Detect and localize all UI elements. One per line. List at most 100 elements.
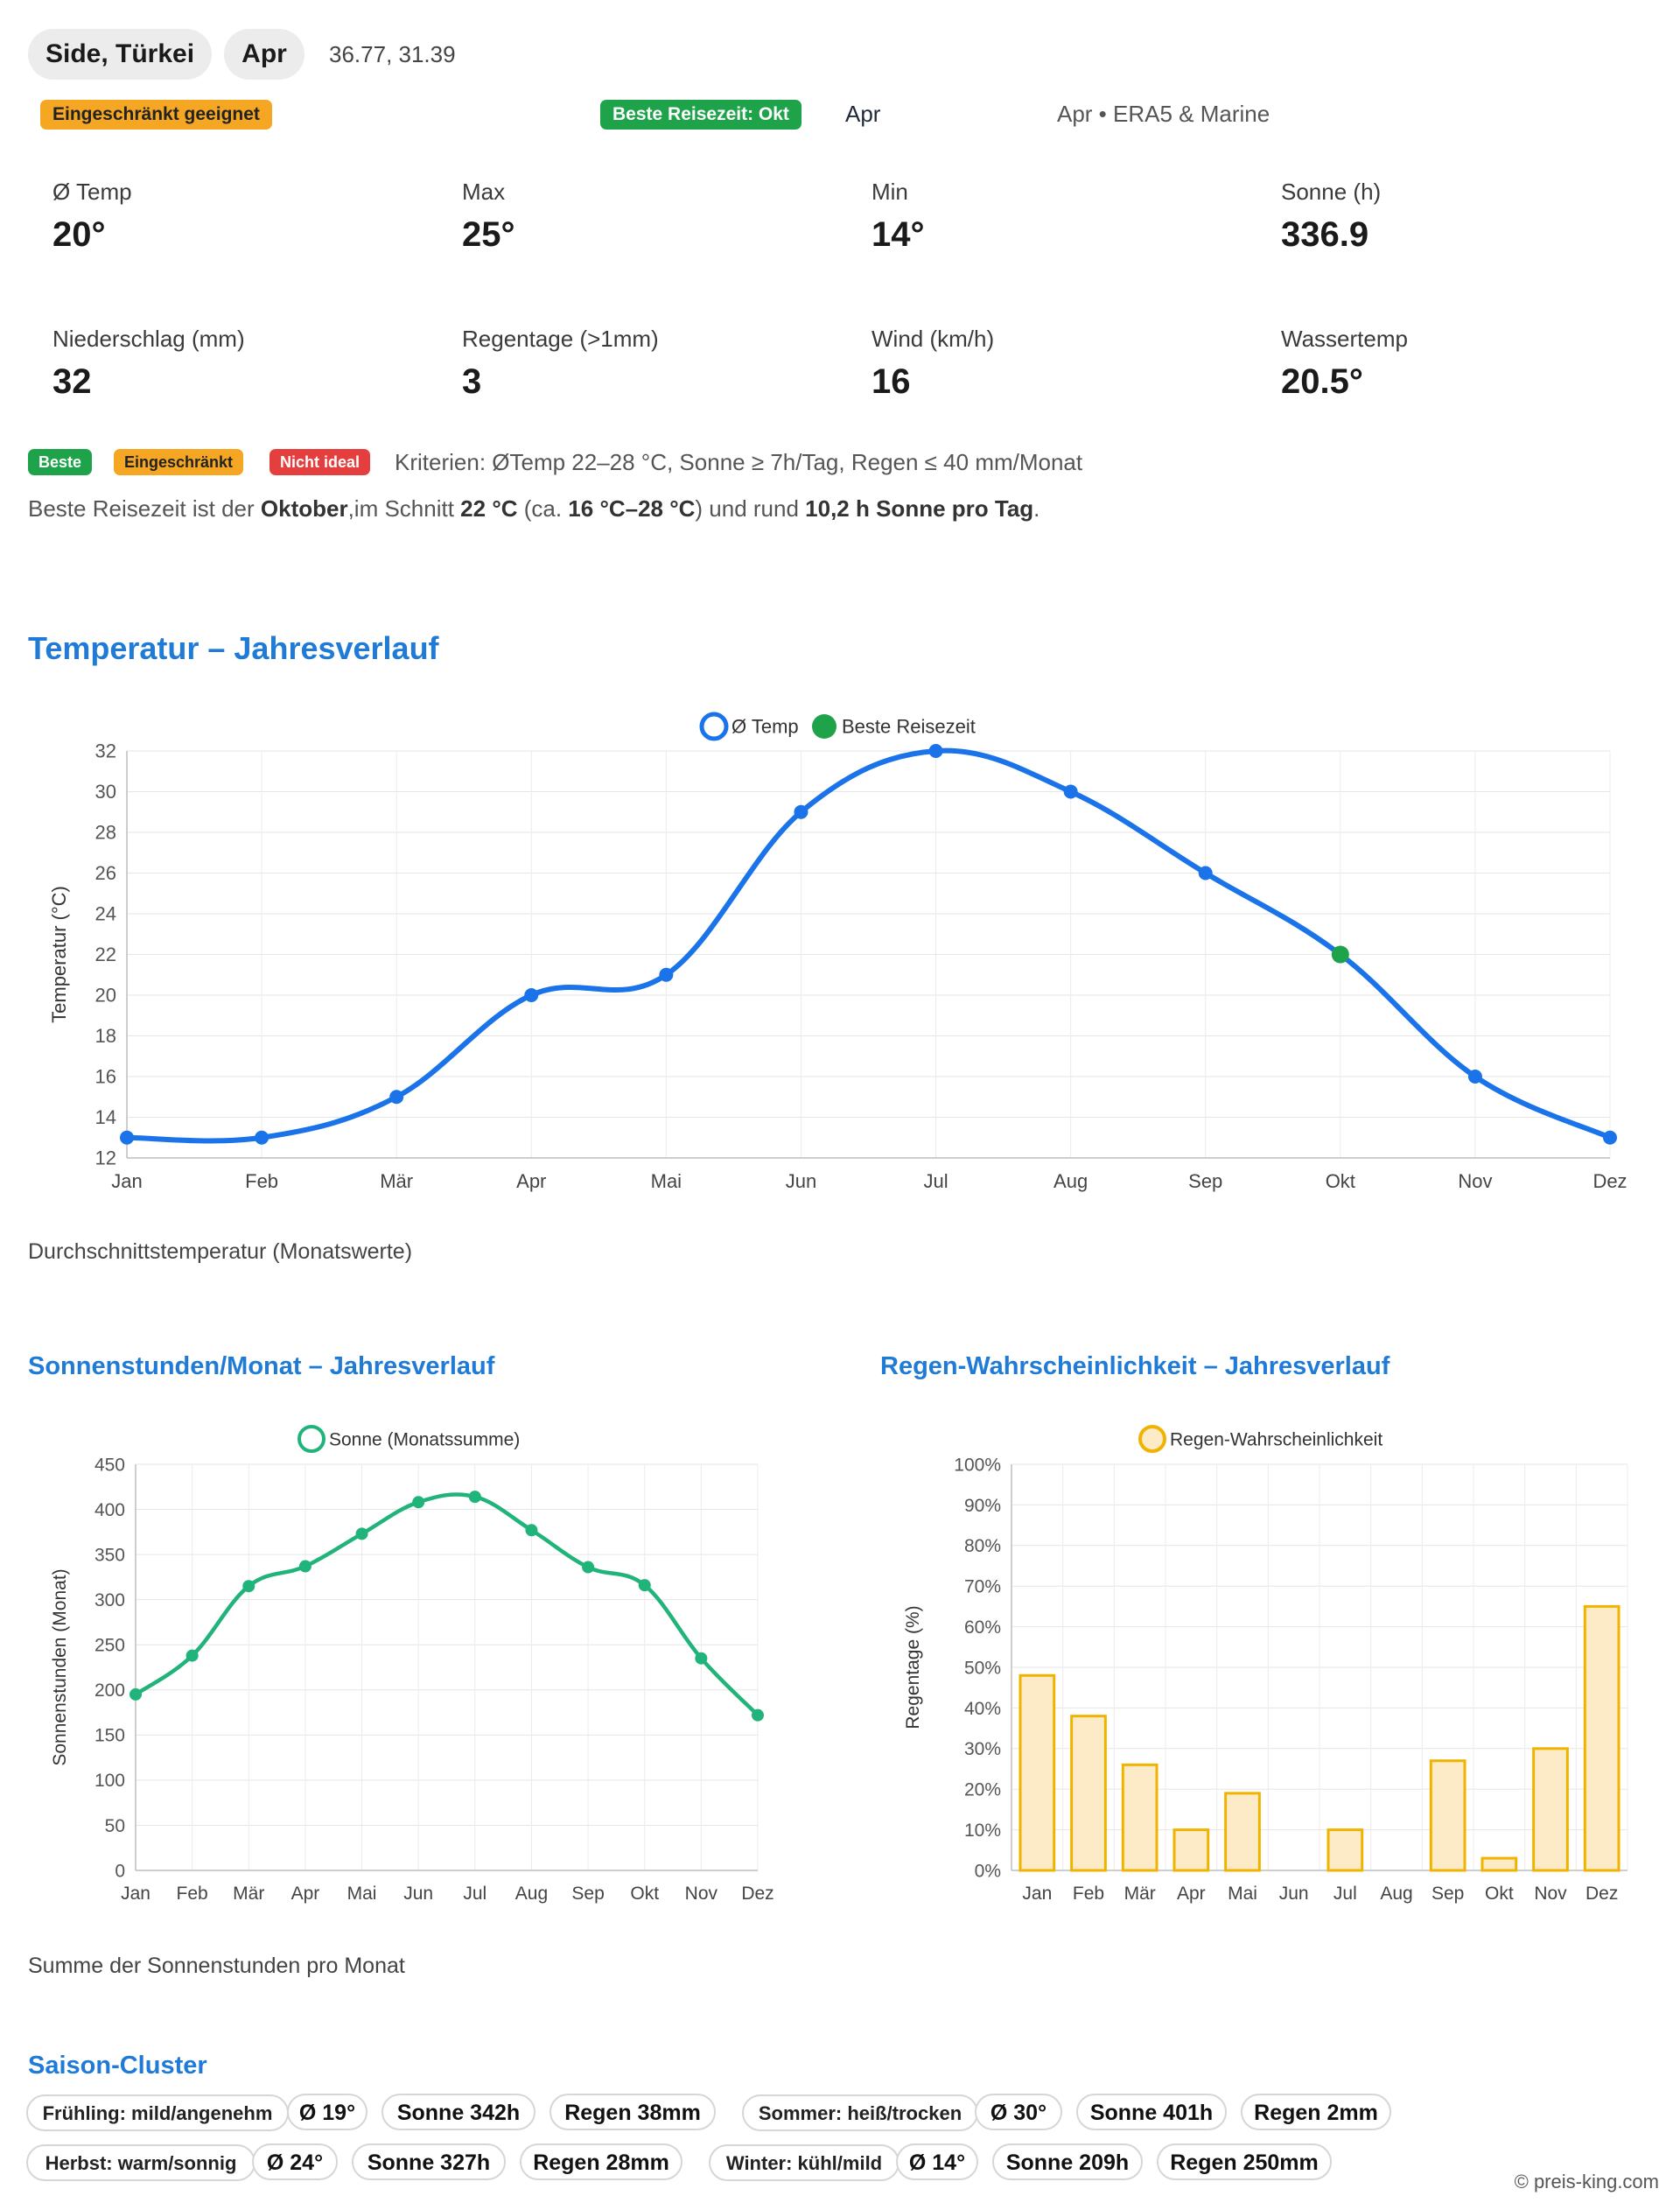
temp-data-point (794, 804, 808, 819)
season-winter-rain: Regen 250mm (1157, 2143, 1332, 2180)
temp-data-point (1063, 784, 1078, 799)
temp-data-point (524, 988, 539, 1002)
season-summer-rain: Regen 2mm (1241, 2094, 1391, 2130)
season-autumn-rain: Regen 28mm (520, 2143, 682, 2180)
location-chip[interactable]: Side, Türkei (28, 29, 212, 80)
stat-value-rain-days: 3 (462, 362, 482, 401)
y-tick-label: 30% (964, 1739, 1001, 1759)
x-tick-label: Aug (1054, 1170, 1088, 1192)
x-tick-label: Jan (111, 1170, 142, 1192)
y-tick-label: 450 (94, 1455, 125, 1475)
temp-data-point (1198, 866, 1213, 880)
criteria-text: Kriterien: ØTemp 22–28 °C, Sonne ≥ 7h/Ta… (395, 449, 1083, 475)
legend-best-badge: Beste (28, 449, 93, 475)
y-tick-label: 200 (94, 1680, 125, 1701)
y-tick-label: 30 (95, 781, 116, 803)
rain-bar (1583, 1604, 1620, 1872)
temp-data-point (1467, 1070, 1482, 1084)
sun-data-point (298, 1560, 312, 1573)
x-tick-label: Aug (1380, 1884, 1412, 1904)
temp-data-point (120, 1130, 134, 1145)
season-winter-sun: Sonne 209h (992, 2143, 1143, 2180)
x-tick-label: Mär (233, 1884, 264, 1904)
x-tick-label: Aug (515, 1884, 548, 1904)
y-axis-label: Temperatur (°C) (48, 886, 70, 1023)
sun-data-point (355, 1527, 368, 1540)
y-tick-label: 250 (94, 1636, 125, 1656)
season-spring-temp: Ø 19° (287, 2094, 368, 2130)
month-chip[interactable]: Apr (224, 29, 304, 80)
summary-part: ) und rund (695, 495, 806, 522)
season-winter-temp: Ø 14° (896, 2143, 978, 2180)
stat-label-wind: Wind (km/h) (872, 326, 995, 352)
sun-series-line (134, 1492, 760, 1717)
season-name-spring: Frühling: mild/angenehm (26, 2094, 289, 2131)
y-tick-label: 100 (94, 1771, 125, 1791)
rain-bar (1480, 1856, 1518, 1872)
x-tick-label: Mai (651, 1170, 682, 1192)
x-tick-label: Nov (1458, 1170, 1492, 1192)
y-tick-label: 0% (975, 1861, 1001, 1881)
sun-data-point (582, 1561, 595, 1574)
stat-label-water-temp: Wassertemp (1281, 326, 1408, 352)
current-month: Apr (845, 101, 881, 127)
rain-bar (1532, 1747, 1569, 1872)
sun-chart-title: Sonnenstunden/Monat – Jahresverlauf (28, 1352, 495, 1380)
legend-best-label: Beste Reisezeit (842, 716, 976, 738)
y-tick-label: 20% (964, 1780, 1001, 1800)
summary-part: Beste Reisezeit ist der (28, 495, 261, 522)
rain-chart: 0% 10% 20% 30% 40% 50% 60% 70% 80% 90% 100% Jan Feb M… (903, 1425, 1628, 1904)
y-tick-label: 80% (964, 1536, 1001, 1556)
y-tick-label: 100% (954, 1455, 1001, 1475)
rain-bar (1121, 1763, 1158, 1872)
x-tick-label: Okt (1485, 1884, 1514, 1904)
sun-data-point (468, 1491, 481, 1504)
x-tick-label: Nov (1534, 1884, 1567, 1904)
best-time-point (1331, 945, 1349, 964)
season-title: Saison-Cluster (28, 2052, 207, 2080)
sun-chart: 0 50 100 150 200 250 300 350 400 450 Jan Feb Mär Apr M… (50, 1425, 774, 1904)
legend-temp-swatch (699, 712, 729, 741)
summary-part: . (1033, 495, 1040, 522)
coordinates: 36.77, 31.39 (329, 41, 456, 67)
summary-part: ,im Schnitt (347, 495, 461, 522)
x-tick-label: Apr (516, 1170, 546, 1192)
y-tick-label: 22 (95, 944, 116, 965)
temp-data-point (389, 1090, 404, 1105)
y-tick-label: 32 (95, 740, 116, 762)
sun-data-point (695, 1652, 708, 1665)
y-tick-label: 50 (105, 1816, 125, 1836)
summary-sun: 10,2 h Sonne pro Tag (805, 495, 1034, 522)
rain-bar (1018, 1673, 1056, 1872)
x-tick-label: Mär (1124, 1884, 1156, 1904)
y-tick-label: 90% (964, 1496, 1001, 1516)
sun-data-point (242, 1580, 256, 1593)
y-tick-label: 12 (95, 1147, 116, 1169)
copyright: © preis-king.com (1514, 2171, 1659, 2192)
x-tick-label: Jul (463, 1884, 486, 1904)
stat-label-sun: Sonne (h) (1281, 179, 1382, 205)
season-name-autumn: Herbst: warm/sonnig (26, 2144, 256, 2181)
sun-data-point (638, 1579, 651, 1592)
x-tick-label: Feb (245, 1170, 278, 1192)
temp-data-point (1603, 1130, 1617, 1145)
y-tick-label: 150 (94, 1726, 125, 1746)
y-tick-label: 350 (94, 1545, 125, 1565)
temp-chart: 12 14 16 18 20 22 24 26 28 30 32 Jan Feb Mär Apr Mai Jun… (48, 712, 1628, 1192)
rain-bar (1224, 1792, 1261, 1872)
summary-best-month: Oktober (260, 495, 348, 522)
legend-best-swatch (812, 714, 836, 739)
stat-label-min: Min (872, 179, 908, 205)
stat-value-precip: 32 (52, 362, 92, 401)
y-axis-label: Regentage (%) (903, 1605, 923, 1729)
temp-chart-caption: Durchschnittstemperatur (Monatswerte) (28, 1239, 413, 1264)
y-tick-label: 16 (95, 1066, 116, 1088)
season-summer-temp: Ø 30° (975, 2094, 1062, 2130)
x-tick-label: Jul (1334, 1884, 1357, 1904)
summary-range: 16 °C–28 °C (568, 495, 696, 522)
legend-sun-swatch (298, 1425, 326, 1453)
x-tick-label: Dez (1592, 1170, 1627, 1192)
y-axis-label: Sonnenstunden (Monat) (50, 1568, 70, 1765)
x-tick-label: Dez (1586, 1884, 1618, 1904)
y-tick-label: 400 (94, 1500, 125, 1520)
